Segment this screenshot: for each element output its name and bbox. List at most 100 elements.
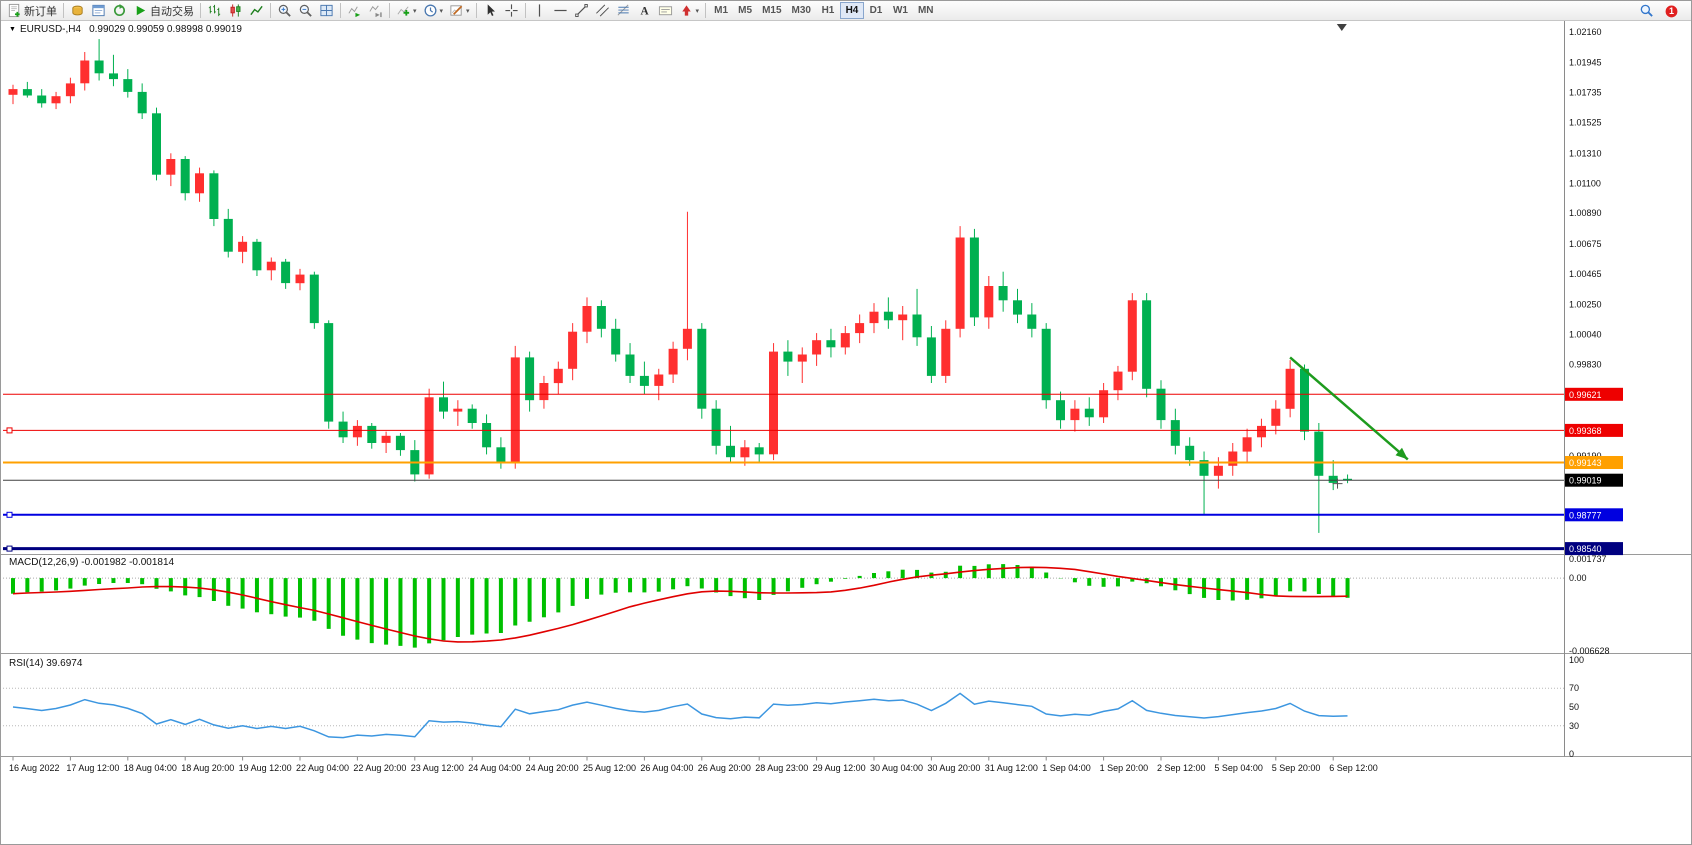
zoom-in-button[interactable] [274, 2, 295, 20]
rsi-axis-label: 70 [1569, 683, 1579, 693]
macd-axis-label: -0.006628 [1569, 646, 1610, 656]
time-axis-label: 26 Aug 20:00 [698, 763, 751, 773]
rsi-line [12, 692, 1348, 739]
time-axis-label: 23 Aug 12:00 [411, 763, 464, 773]
templates-icon [450, 4, 463, 17]
search-button[interactable] [1636, 2, 1657, 20]
channel-icon [595, 4, 609, 17]
toolbar-button-label: 自动交易 [150, 5, 194, 18]
indicators-button[interactable]: ▾ [393, 2, 420, 20]
time-axis-label: 25 Aug 12:00 [583, 763, 636, 773]
periods-clock-icon [424, 4, 437, 17]
quote-panel-toggle-icon[interactable]: ▼ [9, 26, 16, 33]
new-order-icon [8, 3, 21, 18]
toolbar-main: 新订单 自动交易 ▾ ▾ ▾ ▾ [4, 1, 709, 20]
trendline-icon [574, 3, 588, 18]
toolbar-separator [270, 3, 271, 18]
resistance-line-upper-price-badge [1565, 387, 1623, 401]
horizontal-line-button[interactable] [550, 2, 571, 20]
timeframe-h1[interactable]: H1 [816, 2, 840, 19]
chart-shift-button[interactable] [365, 2, 386, 20]
time-axis-label: 16 Aug 2022 [9, 763, 60, 773]
fibo-icon [616, 4, 629, 16]
trend-arrow-object[interactable] [1289, 356, 1409, 461]
support-line-blue-price-badge-text: 0.98777 [1569, 510, 1602, 520]
timeframe-m5[interactable]: M5 [733, 2, 757, 19]
arrow-objects-button[interactable]: ▾ [676, 2, 703, 20]
time-axis-label: 18 Aug 04:00 [124, 763, 177, 773]
toolbar-button-label: 新订单 [24, 5, 57, 18]
timeframe-w1[interactable]: W1 [888, 2, 913, 19]
time-axis-label: 5 Sep 04:00 [1214, 763, 1263, 773]
toolbar-separator [200, 3, 201, 18]
periods-button[interactable]: ▾ [420, 2, 447, 20]
support-line-blue-price-badge [1565, 508, 1623, 522]
auto-trading-button[interactable]: 自动交易 [130, 2, 197, 20]
candlestick-mode-button[interactable] [225, 2, 246, 20]
navigator-button[interactable] [109, 2, 130, 20]
data-window-icon [92, 4, 105, 17]
fibonacci-button[interactable] [613, 2, 634, 20]
time-axis-label: 30 Aug 20:00 [927, 763, 980, 773]
chart-ohlc-values: 0.99029 0.99059 0.98998 0.99019 [89, 24, 242, 35]
new-order-button[interactable]: 新订单 [4, 2, 60, 20]
support-line-navy-handle[interactable] [6, 545, 13, 552]
time-axis-label: 30 Aug 04:00 [870, 763, 923, 773]
crosshair-marker [1332, 478, 1343, 489]
price-axis-label: 1.00040 [1569, 330, 1602, 340]
tile-windows-button[interactable] [316, 2, 337, 20]
crosshair-button[interactable] [501, 2, 522, 20]
chart-shift-marker[interactable] [1336, 24, 1347, 31]
text-tool-button[interactable] [634, 2, 655, 20]
bar-chart-mode-button[interactable] [204, 2, 225, 20]
candlestick-series [8, 39, 1352, 533]
crosshair-icon [504, 3, 518, 18]
auto-scroll-icon [348, 6, 361, 18]
time-axis-label: 24 Aug 20:00 [526, 763, 579, 773]
time-axis-label: 24 Aug 04:00 [468, 763, 521, 773]
timeframe-m1[interactable]: M1 [709, 2, 733, 19]
price-axis-label: 0.99830 [1569, 360, 1602, 370]
text-icon [639, 5, 649, 18]
chevron-down-icon: ▾ [413, 7, 417, 15]
timeframe-m15[interactable]: M15 [757, 2, 786, 19]
trendline-button[interactable] [571, 2, 592, 20]
auto-scroll-button[interactable] [344, 2, 365, 20]
toolbar-separator [524, 3, 526, 18]
templates-button[interactable]: ▾ [446, 2, 473, 20]
time-axis-label: 1 Sep 20:00 [1100, 763, 1149, 773]
price-axis-label: 1.02160 [1569, 27, 1602, 37]
text-label-button[interactable] [655, 2, 676, 20]
equidistant-channel-button[interactable] [592, 2, 613, 20]
notifications-button[interactable]: 1 [1661, 2, 1682, 20]
zoom-out-button[interactable] [295, 2, 316, 20]
timeframe-m30[interactable]: M30 [787, 2, 816, 19]
current-price-line-price-badge-text: 0.99019 [1569, 476, 1602, 486]
data-window-button[interactable] [88, 2, 109, 20]
chevron-down-icon: ▾ [466, 7, 470, 15]
timeframe-d1[interactable]: D1 [864, 2, 888, 19]
market-watch-button[interactable] [67, 2, 88, 20]
price-axis-label: 1.01100 [1569, 178, 1601, 188]
resistance-line-lower-price-badge [1565, 423, 1623, 437]
price-axis-label: 1.01735 [1569, 88, 1602, 98]
vertical-line-button[interactable] [529, 2, 550, 20]
timeframe-mn[interactable]: MN [913, 2, 939, 19]
timeframe-h4[interactable]: H4 [839, 2, 864, 19]
support-line-blue-handle[interactable] [6, 511, 13, 518]
resistance-line-lower-handle[interactable] [6, 427, 13, 434]
line-chart-mode-button[interactable] [246, 2, 267, 20]
cursor-button[interactable] [480, 2, 501, 20]
toolbar-separator [475, 3, 477, 18]
macd-axis-label: 0.00 [1569, 573, 1587, 583]
vline-icon [538, 3, 540, 18]
toolbar-separator [705, 3, 707, 18]
chevron-down-icon: ▾ [695, 7, 700, 15]
bar-chart-icon [208, 4, 221, 17]
rsi-axis-label: 100 [1569, 655, 1584, 665]
chart-shift-icon [369, 5, 382, 18]
price-axis-label: 1.00250 [1569, 300, 1602, 310]
macd-indicator-label: MACD(12,26,9) -0.001982 -0.001814 [9, 557, 175, 568]
time-axis-label: 18 Aug 20:00 [181, 763, 234, 773]
